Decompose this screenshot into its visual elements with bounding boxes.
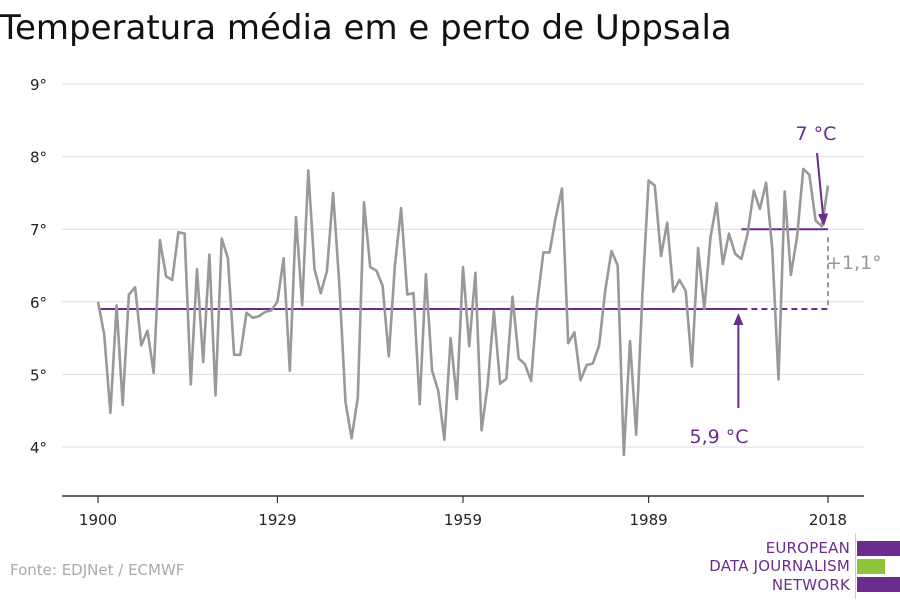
logo-bar-purple-top [857,541,900,556]
logo-divider [855,533,856,599]
series-line [96,167,830,457]
y-tick-label: 9° [30,76,47,94]
logo-line-3: NETWORK [771,576,850,594]
recent-arrow [816,152,824,216]
tick-labels: 4° 5° 6° 7° 8° 9° 1900 1929 1959 1989 2018 [30,76,847,529]
logo-line-2: DATA JOURNALISM [709,557,850,575]
edjnet-logo: EUROPEAN DATA JOURNALISM NETWORK [700,533,900,599]
annotation-layer: 5,9 °C 7 °C +1,1° [689,123,881,448]
x-tick-label: 1929 [258,511,296,529]
logo-bar-green [857,559,885,574]
y-tick-label: 6° [30,294,47,312]
baseline-arrowhead [733,313,744,326]
y-tick-label: 8° [30,149,47,167]
x-tick-label: 1900 [79,511,117,529]
recent-label: 7 °C [796,123,837,145]
x-tick-label: 1959 [444,511,482,529]
x-tick-label: 1989 [629,511,667,529]
logo-bar-purple-bottom [857,577,900,592]
y-tick-label: 4° [30,439,47,457]
baseline-label: 5,9 °C [689,426,748,448]
y-tick-label: 5° [30,366,47,384]
series-layer [96,167,830,457]
difference-label: +1,1° [826,252,882,274]
logo-line-1: EUROPEAN [765,539,850,557]
recent-arrowhead [818,213,828,227]
x-tick-label: 2018 [809,511,847,529]
chart-title: Temperatura média em e perto de Uppsala [0,8,732,48]
y-tick-label: 7° [30,221,47,239]
source-note: Fonte: EDJNet / ECMWF [10,561,185,579]
